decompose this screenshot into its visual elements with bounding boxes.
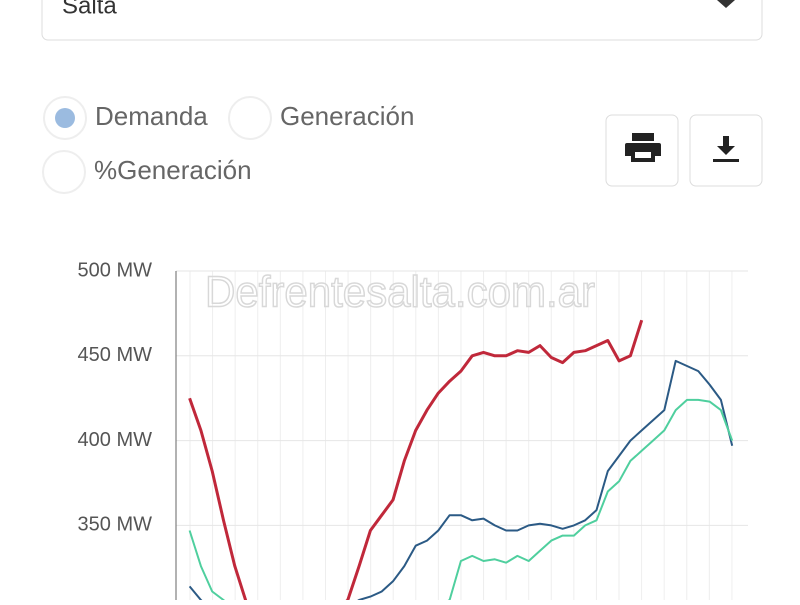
- radio-dot: [55, 108, 75, 128]
- y-tick-label: 500 MW: [78, 259, 153, 281]
- watermark: Defrentesalta.com.ar: [205, 268, 595, 317]
- select-arrow[interactable]: [717, 0, 735, 8]
- chart: 500 MW 450 MW 400 MW 350 MW Defrentesalta.co…: [78, 259, 748, 602]
- download-button[interactable]: [689, 114, 763, 187]
- radio-group: Demanda Generación %Generación: [42, 96, 414, 194]
- radio-label: %Generación: [94, 155, 252, 185]
- radio-label: Generación: [280, 101, 414, 131]
- radio-label: Demanda: [95, 101, 208, 131]
- series-line: [188, 398, 734, 602]
- select-box[interactable]: [41, 0, 763, 41]
- radio-button[interactable]: [228, 96, 272, 140]
- radio-button[interactable]: [42, 150, 86, 194]
- print-button[interactable]: [605, 114, 679, 187]
- y-tick-label: 350 MW: [78, 514, 153, 536]
- select-value: Salta: [62, 0, 117, 19]
- y-tick-label: 400 MW: [78, 429, 153, 451]
- download-icon: [713, 136, 739, 162]
- series-line: [188, 319, 644, 602]
- y-tick-label: 450 MW: [78, 344, 153, 366]
- series-line: [188, 359, 734, 602]
- print-icon-paper: [635, 152, 651, 158]
- print-icon: [625, 133, 661, 162]
